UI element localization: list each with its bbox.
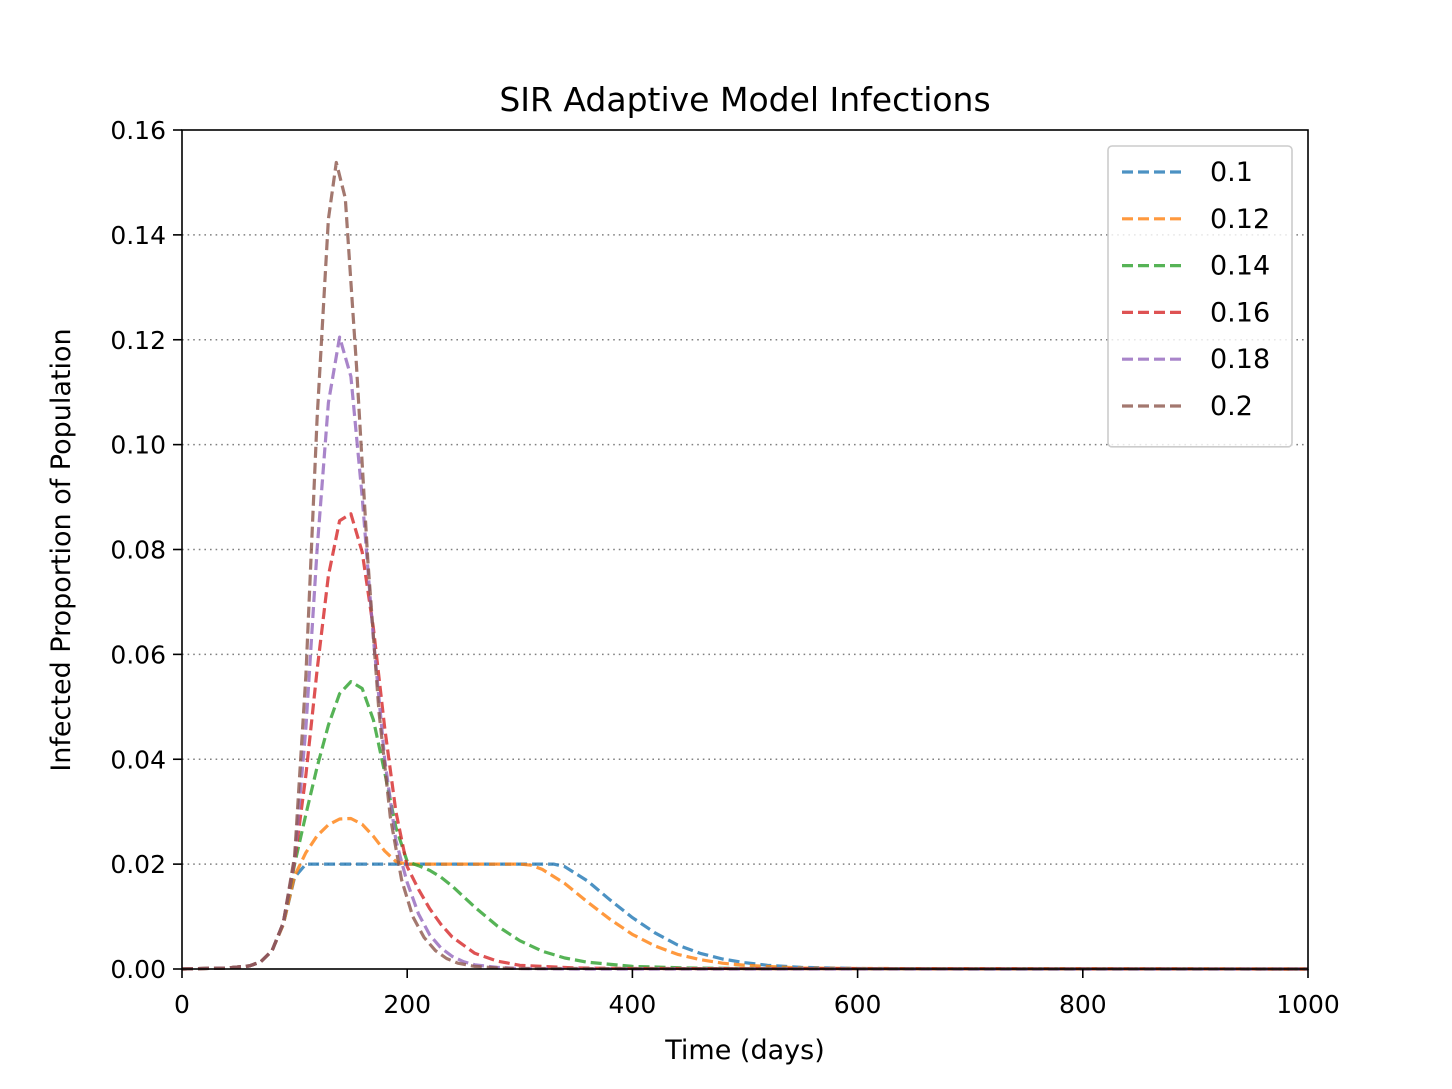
legend-label: 0.16 [1210,297,1270,328]
series-line [181,816,1309,971]
y-tick-label: 0.10 [110,431,166,460]
y-tick-label: 0.06 [110,640,166,669]
y-tick-label: 0.16 [110,116,166,145]
chart-title: SIR Adaptive Model Infections [499,80,990,119]
x-tick-label: 200 [383,990,431,1019]
y-tick-label: 0.08 [110,536,166,565]
x-tick-label: 0 [174,990,190,1019]
legend-box [1107,145,1293,448]
legend-label: 0.1 [1210,157,1253,188]
x-tick-label: 1000 [1276,990,1340,1019]
y-tick-label: 0.02 [110,850,166,879]
y-tick-label: 0.00 [110,955,166,984]
legend-label: 0.2 [1210,391,1253,422]
legend-label: 0.14 [1210,251,1270,282]
y-tick-label: 0.04 [110,745,166,774]
x-tick-label: 800 [1059,990,1107,1019]
legend-label: 0.18 [1210,344,1270,375]
y-tick-label: 0.14 [110,221,166,250]
y-tick-label: 0.12 [110,326,166,355]
x-tick-label: 600 [834,990,882,1019]
y-axis-label: Infected Proportion of Population [46,328,77,771]
series-line [181,160,1309,971]
x-axis-label: Time (days) [664,1035,824,1066]
y-axis-ticks: 0.00 0.02 0.04 0.06 0.08 0.10 0.12 0.14 0.16 [110,116,182,984]
series-lines [181,160,1309,971]
legend: 0.1 0.12 0.14 0.16 0.18 0.2 [1107,145,1293,448]
x-axis-ticks: 0 200 400 600 800 1000 [174,969,1340,1019]
x-tick-label: 400 [609,990,657,1019]
legend-label: 0.12 [1210,204,1270,235]
